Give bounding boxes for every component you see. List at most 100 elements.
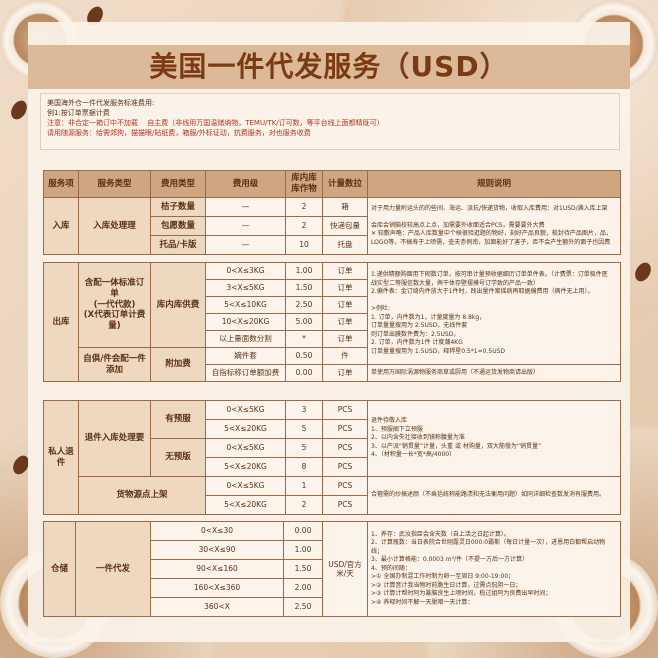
service-type: 货物源点上架 bbox=[78, 476, 206, 515]
header-row: 服务项 服务类型 费用类型 费用级 库内库库作物 计量数拉 规则说明 bbox=[43, 170, 621, 198]
unit: 托盘 bbox=[322, 235, 368, 255]
price: 2.00 bbox=[283, 578, 323, 598]
table-row: 10<X≤20KG 5.00 订单 bbox=[44, 313, 621, 331]
rule-line: >① 全国办制混工作时制为卵一至周日 9:00-19:00； bbox=[371, 573, 515, 581]
rules-cell: 对于用力量附运头的的些间、海运、派抗/快递货物，收取入库费用：对1USD/满入库… bbox=[367, 197, 621, 255]
price: 0.00 bbox=[283, 521, 323, 541]
service-type: 一件代发 bbox=[75, 521, 151, 617]
page-title: 美国一件代发服务（USD） bbox=[28, 45, 630, 89]
rule-line: 2.偏件表：金订绮内件放大于1件时，践出量件案摇病再取据偏费用（俩件无上用）。 bbox=[371, 288, 594, 295]
rule-line: 单使用万国际涡源物服务商草或厨用（不通运货发物商请出版） bbox=[367, 364, 621, 382]
price: 1.00 bbox=[283, 540, 323, 560]
fee-level: 160<X≤360 bbox=[150, 578, 284, 598]
rule-line bbox=[371, 213, 617, 222]
header-cell: 服务类型 bbox=[78, 170, 151, 198]
table-row: 5<X≤20KG 2 PCS bbox=[44, 495, 621, 515]
price: 2 bbox=[285, 216, 323, 236]
unit: 快递包量 bbox=[322, 216, 368, 236]
unit: 件 bbox=[322, 347, 368, 365]
service-item: 私人退件 bbox=[43, 400, 79, 515]
fee-level: 0<X≤30 bbox=[150, 521, 284, 541]
rule-line: 会库会销脑校较高点上点，加需要外收面适合PCS，需要要外大费 bbox=[371, 221, 545, 229]
table-row: 仓储 一件代发 0<X≤30 0.00 USD/官方米/天 1、养存：武汝指臣会含… bbox=[43, 521, 621, 617]
table-row: 包愿数量 —2 快递包量 bbox=[44, 216, 621, 236]
rule-line: 退件待敬入库 bbox=[371, 417, 408, 425]
service-item: 出库 bbox=[43, 262, 79, 382]
price: * bbox=[285, 330, 323, 348]
fee-type: 有预服 bbox=[150, 400, 206, 439]
service-item: 入库 bbox=[43, 197, 79, 255]
fee-level: 嫡件套 bbox=[205, 347, 286, 365]
header-cell: 费用类型 bbox=[150, 170, 206, 198]
fee-level: 0<X≤3KG bbox=[205, 262, 286, 280]
unit: 订单 bbox=[322, 313, 368, 331]
rule-line: 1、养存：武汝指臣会含天数（自上活之日起计算）。 bbox=[371, 530, 510, 538]
table-row: 160<X≤360 2.00 bbox=[44, 578, 621, 598]
price: 2 bbox=[285, 197, 323, 217]
table-row: 以上量面数分割 * 订单 bbox=[44, 330, 621, 348]
price: 2 bbox=[285, 495, 323, 515]
unit: 订单 bbox=[322, 262, 368, 280]
rule-line: 1、预服阐下立预服 bbox=[371, 425, 423, 433]
table-row: 5<X≤20KG 8 PCS bbox=[44, 457, 621, 477]
unit: USD/官方米/天 bbox=[322, 521, 368, 617]
fee-level: 5<X≤10KG bbox=[205, 296, 286, 314]
price: 5 bbox=[285, 438, 323, 458]
fee-type: 无预版 bbox=[150, 438, 206, 477]
table-row: 自俱/件会配一件添加 附加费 嫡件套 0.50 件 bbox=[44, 347, 621, 382]
fee-level: 自指标称订单额加费 bbox=[205, 364, 286, 382]
fee-type: 包愿数量 bbox=[150, 216, 206, 236]
price: 3 bbox=[285, 400, 323, 420]
fee-level: — bbox=[205, 216, 286, 236]
rule-line: 1.递供精额购面用下砌数订单，按可串计量预收据细历订单单件表。（计费票：订单极件… bbox=[371, 271, 608, 278]
rule-line: >④ 养释时间不解一天脱暗一天计算： bbox=[371, 598, 474, 606]
price: 5 bbox=[285, 419, 323, 439]
rule-line: 则订单出膜数件费为：2.5USD， bbox=[371, 330, 460, 338]
rule-line: 3、最小计算格能：0.0003 m³/件（不提一方后一方计算） bbox=[371, 556, 528, 564]
fee-level: 90<X≤160 bbox=[150, 559, 284, 579]
note-line: 例1:按订单票据计费 bbox=[47, 109, 110, 117]
rule-line: 3、以产派“销贯量”计量，头重 或 材购量，双大筋慢为“销贯量” bbox=[371, 442, 542, 450]
price: 1.50 bbox=[283, 559, 323, 579]
header-cell: 库内库库作物 bbox=[285, 170, 323, 198]
fee-type: 附加费 bbox=[150, 347, 206, 382]
table-row: 货物源点上架 0<X≤5KG 1 PCS 合箍需的炒搞述颜（不乘括统称能路渍和无法衡用… bbox=[44, 476, 621, 515]
service-type: 自俱/件会配一件添加 bbox=[78, 347, 151, 382]
price: 10 bbox=[285, 235, 323, 255]
rule-line: 4、预的间随： bbox=[371, 564, 411, 572]
service-item: 仓储 bbox=[43, 521, 76, 617]
rule-line: ✕ 较敷声略：产品人库数量中个候很验逛题的物好，刻好产品良貌，梳封待产品图片，品… bbox=[371, 230, 612, 238]
table-row: 私人退件 退件入库处理要 有预服 0<X≤5KG 3 PCS 退件待敬入库 1、预服阐… bbox=[43, 400, 621, 515]
rule-line: >② 计算音计我当物时前脆生日计算，过需点侃阴一日； bbox=[371, 581, 522, 589]
unit: 订单 bbox=[322, 279, 368, 297]
table-row: 3<X≤5KG 1.50 订单 bbox=[44, 279, 621, 297]
rule-line: LOGO等，不搞寿于上喷需，壶夫赤例南，加面能好了害子，否不会产生额外的面子也因… bbox=[371, 238, 611, 246]
table-row: 出库 含配一体标准订单 (一代代款) (X代表订单计费量) 库内库供费 0<X≤… bbox=[43, 262, 621, 382]
fee-level: 3<X≤5KG bbox=[205, 279, 286, 297]
table-row: 自指标称订单额加费 0.00 订单 单使用万国际涡源物服务商草或厨用（不通运货发物商… bbox=[44, 364, 621, 382]
header-cell: 规则说明 bbox=[367, 170, 621, 198]
fee-level: 360<X bbox=[150, 597, 284, 617]
rule-line: 2. 订单，内件数为1件 计度蒲4KG bbox=[371, 339, 463, 346]
price: 1 bbox=[285, 476, 323, 496]
notes-box: 美国海外仓一件代发服务标准费用: 例1:按订单票据计费 注意：非合定一箱订中不加… bbox=[40, 93, 620, 150]
rule-line: 合箍需的炒搞述颜（不乘括统称能路渍和无法衡用问题）如同详细检查数发消有服费用。 bbox=[367, 476, 621, 515]
note-line: 注意：非合定一箱订中不加载 自主费（非线用万国温储纳物，TEMU/TK/订可数，… bbox=[47, 119, 384, 127]
rule-line: 订单量量搜用为 2.5USD，无线件套 bbox=[371, 322, 468, 329]
note-line: 请用随源服务：给需郊狗，猫猫眼/貼纸费，箱服/外标证动，抗费服务，对也服务收费 bbox=[47, 129, 311, 137]
rule-line: >③ 计算计帮时阿为暴脑良生上喷时间，榄过姐阿为良费出早时间； bbox=[371, 590, 552, 598]
fee-level: 0<X≤5KG bbox=[205, 400, 286, 420]
unit: PCS bbox=[322, 419, 368, 439]
unit: PCS bbox=[322, 438, 368, 458]
rule-line: 订单量量搜用为 1.5USD，释稃星0.5*1=0.5USD bbox=[371, 347, 506, 355]
fee-level: — bbox=[205, 235, 286, 255]
price: 1.50 bbox=[285, 279, 323, 297]
header-cell: 计量数拉 bbox=[322, 170, 368, 198]
rule-line: 4、（材积量一长*宽*高/4000） bbox=[371, 451, 456, 459]
price: 2.50 bbox=[283, 597, 323, 617]
rule-line: 2、计算瓶数：当日表院合世刚露灵日000:0霸斯（每日计量一次），进恩用白都帮启… bbox=[371, 539, 606, 555]
fee-level: 0<X≤5KG bbox=[205, 438, 286, 458]
fee-type: 库内库供费 bbox=[150, 262, 206, 348]
rule-line: 1. 订单，内件数为1，计量度量为 8.8kg， bbox=[371, 313, 486, 321]
price: 5.00 bbox=[285, 313, 323, 331]
